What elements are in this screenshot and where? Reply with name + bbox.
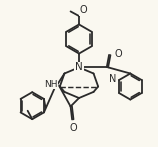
Text: O: O xyxy=(114,49,122,59)
Text: N: N xyxy=(75,62,83,72)
Text: NH: NH xyxy=(44,80,58,89)
Text: O: O xyxy=(70,123,77,133)
Text: O: O xyxy=(80,5,87,15)
Text: N: N xyxy=(109,74,117,84)
